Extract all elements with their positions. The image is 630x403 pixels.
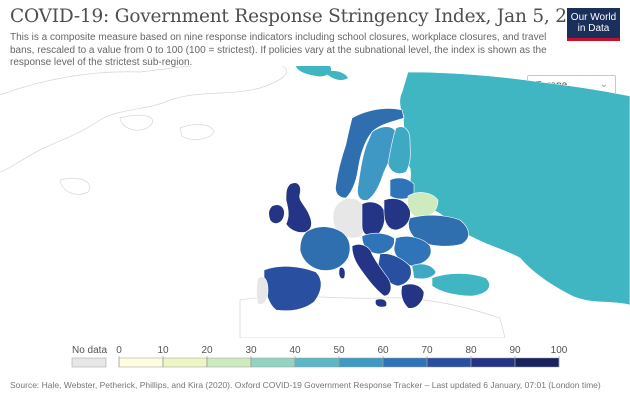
baffin-outline xyxy=(59,178,90,195)
map-region-greenland[interactable] xyxy=(296,66,332,77)
arctic-islands-outline xyxy=(119,114,153,131)
map-region-turkey[interactable] xyxy=(431,273,490,297)
map-region-sicily[interactable] xyxy=(375,299,387,307)
map-region-svalbard[interactable] xyxy=(325,70,348,80)
europe-map xyxy=(0,66,630,338)
north-america-outline xyxy=(0,66,287,173)
map-region-france[interactable] xyxy=(299,226,351,271)
map-region-germany[interactable] xyxy=(361,201,386,237)
owid-logo[interactable]: Our World in Data xyxy=(567,8,620,41)
legend-color-bin xyxy=(338,357,384,368)
legend-tick-label: 100 xyxy=(551,345,568,356)
map-region-greece[interactable] xyxy=(400,283,425,309)
logo-underline xyxy=(567,38,620,41)
chart-title: COVID-19: Government Response Stringency… xyxy=(10,6,602,27)
map-region-poland[interactable] xyxy=(383,198,411,231)
legend-tick-label: 40 xyxy=(289,345,301,356)
legend-color-bin xyxy=(206,357,252,368)
legend-no-data-swatch xyxy=(71,357,107,368)
legend-color-bin xyxy=(382,357,428,368)
legend-color-bin xyxy=(470,357,516,368)
legend-tick-label: 60 xyxy=(377,345,389,356)
legend-tick-label: 10 xyxy=(157,345,169,356)
map-region-bulgaria[interactable] xyxy=(411,263,437,280)
map-region-finland[interactable] xyxy=(387,126,411,174)
legend-tick-label: 70 xyxy=(421,345,433,356)
legend-tick-label: 0 xyxy=(116,345,122,356)
legend-color-bin xyxy=(250,357,296,368)
map-region-spain[interactable] xyxy=(263,266,322,312)
legend-tick-label: 80 xyxy=(465,345,477,356)
legend-color-bin xyxy=(294,357,340,368)
map-region-ireland[interactable] xyxy=(268,204,285,224)
chart-subtitle: This is a composite measure based on nin… xyxy=(10,32,547,68)
logo-line-1: Our World xyxy=(570,12,617,23)
map-region-ukraine[interactable] xyxy=(408,214,469,247)
chevron-down-icon: ⌄ xyxy=(599,79,608,90)
map-region-united-kingdom[interactable] xyxy=(285,182,312,233)
logo-line-2: in Data xyxy=(577,23,610,34)
legend-no-data-label: No data xyxy=(72,345,107,356)
iceland-outline xyxy=(179,124,215,140)
legend-tick-label: 90 xyxy=(509,345,521,356)
legend-color-bin xyxy=(426,357,472,368)
legend-tick-label: 30 xyxy=(245,345,257,356)
map-region-italy[interactable] xyxy=(351,244,392,297)
map-region-sardinia[interactable] xyxy=(339,267,345,279)
legend-color-bin xyxy=(162,357,208,368)
map-region-portugal[interactable] xyxy=(256,276,269,305)
color-legend: No data 0 10 20 30 40 50 60 70 80 90 100 xyxy=(71,345,568,368)
legend-color-bin xyxy=(118,357,164,368)
legend-color-bin xyxy=(514,357,560,368)
map-region-belarus[interactable] xyxy=(407,192,439,219)
source-note: Source: Hale, Webster, Petherick, Philli… xyxy=(10,380,601,390)
map-region-norway[interactable] xyxy=(335,108,405,199)
legend-tick-label: 20 xyxy=(201,345,213,356)
legend-tick-label: 50 xyxy=(333,345,345,356)
